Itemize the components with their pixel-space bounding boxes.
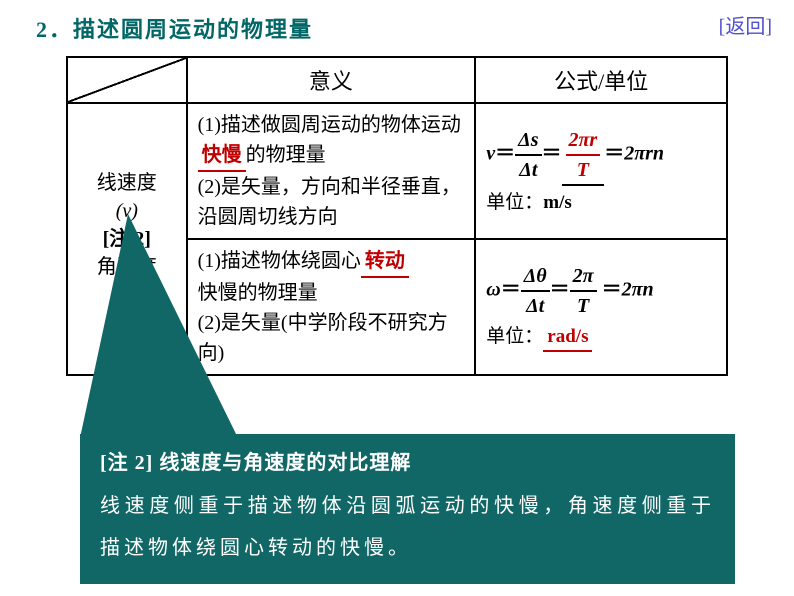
fl-num: 2πr [566, 126, 601, 156]
return-link[interactable]: [返回] [719, 10, 772, 39]
fl-tail: 2πrn [624, 142, 664, 164]
fa-dt: Δt [521, 292, 550, 320]
title-number: 2． [36, 17, 73, 42]
fl-ds: Δs [515, 126, 541, 156]
fa-eq1: ＝ [501, 278, 521, 300]
fa-eq2: ＝ [550, 278, 570, 300]
fl-unit-label: 单位： [486, 192, 543, 213]
page-title: 2．描述圆周运动的物理量 [36, 12, 313, 44]
header-diagonal [67, 57, 187, 103]
fl-eq2: ＝ [542, 142, 562, 164]
callout-box: [注 2] 线速度与角速度的对比理解 线速度侧重于描述物体沿圆弧运动的快慢，角速… [80, 434, 735, 584]
fa-w: ω [486, 278, 500, 300]
fa-den: T [570, 292, 597, 320]
ml-p1a: (1)描述做圆周运动的物体运动 [198, 114, 461, 136]
callout-pointer [74, 214, 244, 444]
callout-body: 线速度侧重于描述物体沿圆弧运动的快慢，角速度侧重于描述物体绕圆心转动的快慢。 [100, 485, 715, 569]
fa-unit-label: 单位： [486, 326, 543, 347]
header-formula: 公式/单位 [475, 57, 727, 103]
callout-title: [注 2] 线速度与角速度的对比理解 [100, 446, 715, 475]
fa-dth: Δθ [521, 262, 550, 292]
fl-eq3: ＝ [604, 142, 624, 164]
title-text: 描述圆周运动的物理量 [73, 17, 313, 42]
ma-p1b: 转动 [361, 246, 409, 278]
fl-v: v [486, 142, 495, 164]
fa-tail: 2πn [622, 278, 654, 300]
fa-unit: rad/s [543, 324, 592, 353]
fl-eq1: ＝ [495, 142, 515, 164]
fl-den: T [566, 156, 601, 184]
linear-label: 线速度 [97, 172, 157, 194]
ml-p1b: 快慢 [198, 140, 246, 172]
formula-angular: ω＝ΔθΔt＝2πT ＝2πn 单位：rad/s [475, 239, 727, 375]
formula-linear: v＝ΔsΔt＝2πrT＝2πrn 单位：m/s [475, 103, 727, 239]
fl-dt: Δt [515, 156, 541, 184]
fl-unit: m/s [543, 192, 572, 213]
header-meaning: 意义 [187, 57, 476, 103]
ml-p1c: 的物理量 [246, 144, 326, 166]
fa-num: 2π [570, 262, 597, 292]
fa-eq3: ＝ [602, 278, 622, 300]
